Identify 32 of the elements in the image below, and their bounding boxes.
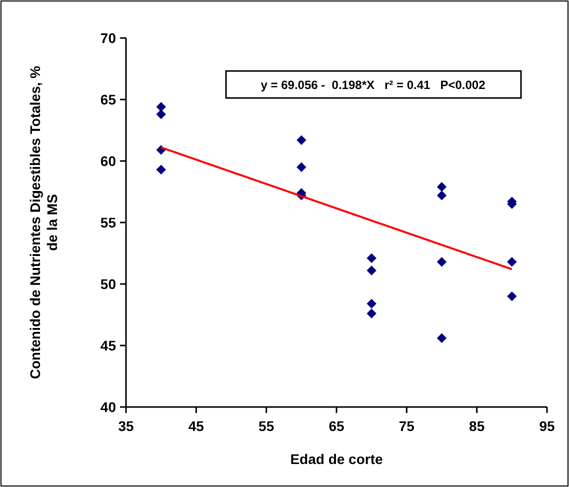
point bbox=[436, 190, 447, 200]
x-tick-label: 75 bbox=[398, 418, 415, 434]
point bbox=[366, 298, 376, 309]
y-tick-label: 65 bbox=[100, 91, 116, 108]
x-tick-label: 65 bbox=[328, 418, 344, 434]
point bbox=[436, 182, 447, 192]
x-tick-label: 95 bbox=[539, 418, 555, 434]
y-tick-label: 60 bbox=[100, 152, 116, 169]
y-tick-label: 70 bbox=[100, 30, 116, 46]
x-tick-label: 85 bbox=[469, 418, 485, 434]
point bbox=[507, 291, 517, 302]
point bbox=[156, 164, 166, 174]
point bbox=[366, 253, 376, 264]
x-tick-label: 35 bbox=[118, 418, 134, 434]
point bbox=[436, 333, 447, 343]
point bbox=[296, 162, 306, 172]
annotation: y = 69.056 - 0.198*X r² = 0.41 P<0.002 bbox=[260, 78, 486, 92]
y-tick-label: 50 bbox=[100, 276, 116, 292]
point bbox=[436, 257, 447, 267]
point bbox=[507, 257, 517, 267]
point bbox=[366, 308, 376, 318]
y-tick-label: 55 bbox=[100, 214, 116, 230]
point bbox=[366, 266, 376, 276]
point bbox=[156, 102, 166, 112]
y-tick-label: 40 bbox=[100, 398, 116, 415]
y-axis-title: Contenido de Nutrientes Digestibles Totales, % de la MS bbox=[27, 65, 60, 380]
point bbox=[296, 135, 306, 145]
x-tick-label: 55 bbox=[258, 418, 274, 434]
y-tick-label: 45 bbox=[100, 337, 116, 354]
x-axis-title: Edad de corte bbox=[290, 451, 383, 467]
point bbox=[156, 109, 166, 120]
x-tick-label: 45 bbox=[188, 418, 204, 434]
